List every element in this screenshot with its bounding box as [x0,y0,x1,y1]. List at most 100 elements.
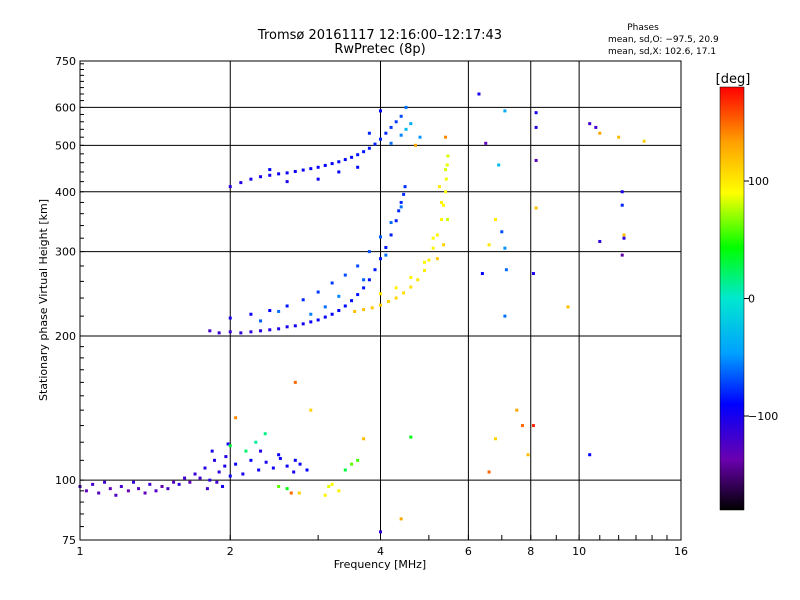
data-point [503,314,507,318]
data-point [208,478,212,482]
data-point [285,325,289,329]
data-point [137,487,141,491]
colorbar-tick-label: 0 [748,293,755,306]
data-point [228,330,232,334]
data-point [97,491,101,495]
data-point [440,200,444,204]
data-point [337,309,341,313]
data-point [531,424,535,428]
data-point [598,239,602,243]
data-point [298,462,302,466]
data-point [292,470,296,474]
data-point [379,303,382,307]
y-tick-label: 300 [55,246,76,259]
x-tick-label: 2 [227,545,234,558]
data-point [210,449,214,453]
data-point [409,285,413,289]
data-point [435,257,439,261]
data-point [534,125,538,129]
data-point [228,474,232,478]
data-point [399,517,403,521]
data-point [316,290,320,294]
data-point [343,468,347,472]
data-point [442,203,446,207]
y-tick-label: 75 [62,534,76,547]
data-point [330,482,334,486]
data-point [226,442,230,446]
data-point [343,304,347,308]
data-point [337,160,341,164]
data-point [617,135,621,139]
data-point [384,131,388,135]
colorbar-tick-label: 100 [748,175,769,188]
data-point [394,286,398,290]
data-point [154,489,158,493]
data-point [487,470,491,474]
y-tick-label: 200 [55,330,76,343]
data-point [487,243,491,247]
data-point [172,480,176,484]
data-point [353,309,357,313]
data-point [234,416,238,420]
data-point [622,236,626,240]
data-point [379,137,382,141]
data-point [188,480,192,484]
data-point [330,162,334,166]
data-point [241,472,245,476]
data-point [285,171,289,175]
data-point [356,264,360,268]
data-point [534,206,538,210]
x-tick-label: 16 [674,545,688,558]
data-point [249,312,253,316]
data-point [177,482,181,486]
data-point [108,487,112,491]
data-point [356,458,360,462]
data-point [427,258,431,262]
data-point [373,142,377,146]
data-point [404,105,408,109]
data-point [435,233,439,237]
data-point [373,268,377,272]
data-point [215,480,219,484]
data-point [259,449,263,453]
data-point [442,243,446,247]
data-point [446,218,450,222]
data-point [223,464,227,468]
data-point [399,200,403,204]
data-point [622,233,626,237]
data-point [445,163,449,167]
data-point [389,125,393,129]
chart-title: Tromsø 20161117 12:16:00–12:17:43 [257,28,502,43]
y-tick-label: 100 [55,474,76,487]
data-point [234,462,238,466]
data-point [367,278,371,282]
data-point [316,318,320,322]
data-point [480,272,484,276]
x-tick-label: 6 [465,545,472,558]
data-point [277,327,281,331]
data-point [356,165,360,169]
data-point [394,296,398,300]
data-point [293,458,297,462]
data-point [394,219,398,223]
data-point [264,460,268,464]
data-point [126,489,130,493]
data-point [422,268,426,272]
data-point [301,298,305,302]
x-tick-label: 8 [527,545,534,558]
data-point [504,268,508,272]
data-point [526,453,530,457]
colorbar [719,86,745,511]
data-point [343,273,347,277]
data-point [259,329,263,333]
stats-heading: Phases [627,23,659,33]
data-point [446,154,450,158]
data-point [362,286,366,290]
data-point [293,380,297,384]
data-point [316,165,320,169]
data-point [217,470,221,474]
data-point [84,489,88,493]
data-point [193,472,197,476]
data-point [402,192,406,196]
colorbar-tick-label: −100 [748,410,778,423]
